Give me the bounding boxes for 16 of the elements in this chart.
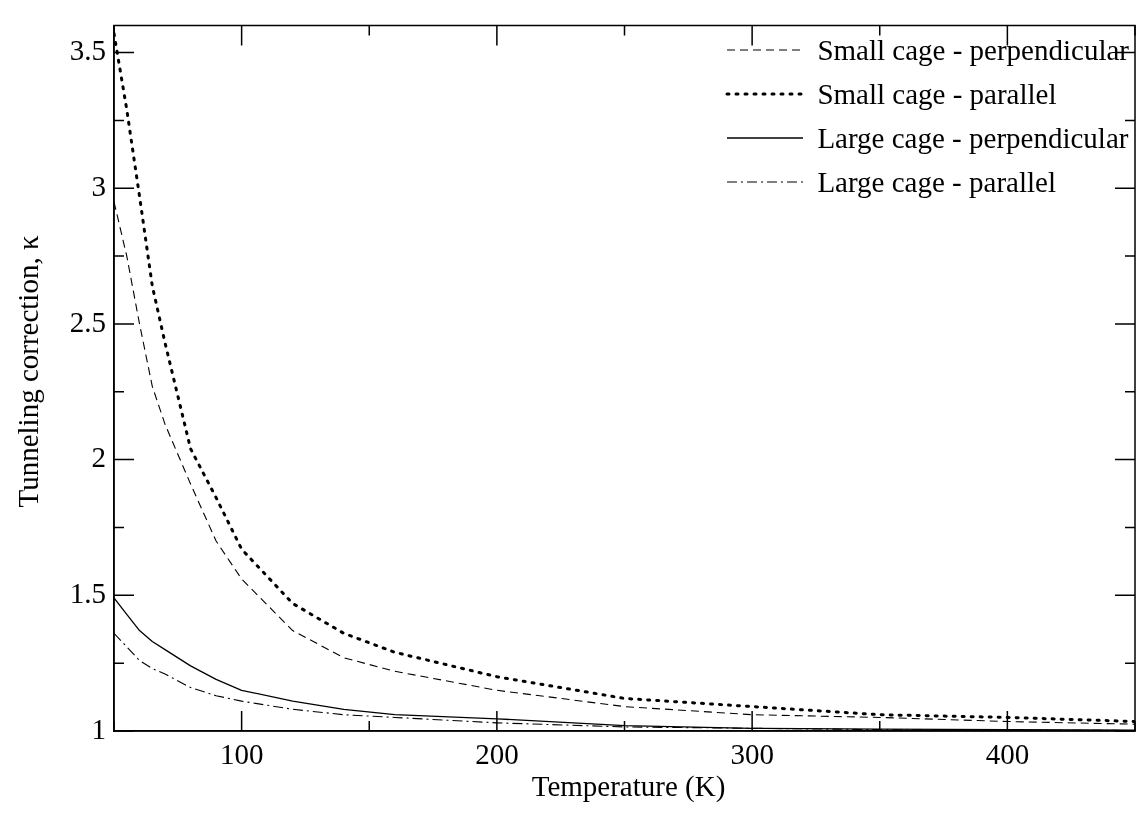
legend-label: Small cage - parallel xyxy=(817,77,1057,111)
y-tick-label: 1 xyxy=(91,712,106,745)
y-tick-label: 2.5 xyxy=(69,305,106,338)
legend-label: Large cage - perpendicular xyxy=(817,121,1129,155)
x-tick-label: 400 xyxy=(985,738,1030,771)
y-tick-label: 3.5 xyxy=(69,34,106,67)
x-tick-label: 300 xyxy=(730,738,774,771)
x-tick-label: 200 xyxy=(475,738,519,771)
y-axis-title: Tunneling correction, κ xyxy=(11,234,45,510)
x-axis-title: Temperature (K) xyxy=(530,770,727,803)
y-tick-label: 1.5 xyxy=(69,576,106,609)
legend-label: Large cage - parallel xyxy=(817,165,1056,199)
legend-label: Small cage - perpendicular xyxy=(817,33,1129,67)
y-tick-label: 2 xyxy=(91,441,106,474)
x-tick-label: 100 xyxy=(219,738,264,771)
y-tick-label: 3 xyxy=(91,169,106,202)
